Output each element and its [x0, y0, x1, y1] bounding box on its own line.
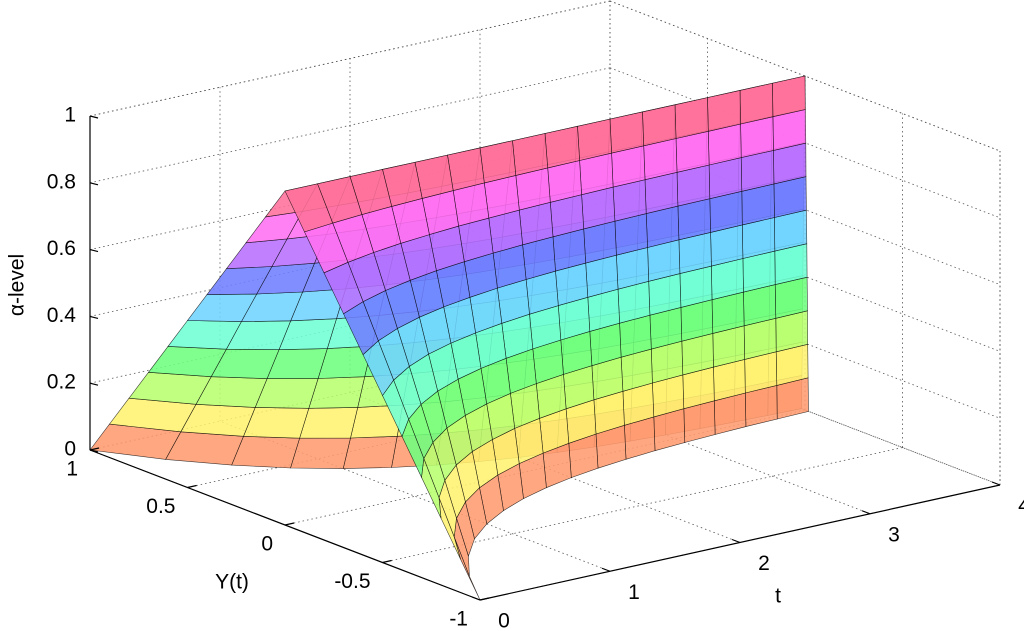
z-tick	[89, 315, 99, 319]
z-tick	[89, 449, 99, 453]
x-tick-label: 0	[498, 610, 510, 631]
z-axis-label: α-level	[6, 254, 29, 316]
surface-patch	[342, 435, 398, 469]
x-tick	[991, 481, 1001, 486]
surface-patch	[707, 90, 741, 132]
x-tick-label: 2	[758, 552, 770, 575]
x-tick-label: 3	[888, 523, 900, 546]
surface-patch	[772, 75, 806, 118]
y-tick	[187, 484, 197, 489]
x-tick-label: 4	[1018, 495, 1024, 518]
z-tick	[89, 382, 99, 386]
y-tick-label: -1	[449, 608, 468, 631]
surface-patch	[512, 133, 549, 176]
y-tick	[382, 559, 392, 564]
surface-patch	[577, 118, 612, 161]
z-tick	[89, 115, 99, 119]
surface-patch	[290, 437, 351, 469]
y-tick-label: -0.5	[334, 570, 370, 593]
y-axis-label: Y(t)	[215, 571, 249, 594]
z-tick-label: 1	[64, 104, 76, 127]
grid-line	[382, 447, 903, 563]
z-tick	[89, 182, 99, 186]
surface-patch	[642, 104, 677, 147]
y-tick	[89, 447, 100, 451]
z-tick-label: 0.6	[47, 237, 76, 260]
surface-patch	[447, 147, 485, 191]
surface-patch	[739, 82, 774, 125]
x-tick	[861, 510, 871, 515]
z-tick-label: 0.8	[47, 170, 76, 193]
x-tick	[731, 538, 741, 544]
surface-patch	[284, 183, 334, 233]
grid-line	[89, 67, 611, 184]
x-axis-label: t	[775, 585, 781, 608]
y-tick-label: 1	[66, 458, 78, 481]
z-tick-label: 0.2	[47, 371, 76, 394]
y-tick	[284, 522, 295, 526]
z-tick-label: 0	[64, 438, 76, 461]
z-tick	[89, 249, 99, 253]
surface-patch	[674, 97, 709, 139]
axes: 00.20.40.60.81-1-0.500.5101234	[47, 104, 1024, 631]
y-tick	[479, 597, 490, 601]
z-tick-label: 0.4	[47, 304, 77, 327]
surface-patch	[479, 140, 517, 184]
x-tick	[471, 596, 481, 601]
x-tick	[601, 567, 611, 572]
surface	[89, 75, 809, 601]
x-tick-label: 1	[628, 581, 640, 604]
surface-patch	[544, 125, 580, 169]
surface-patch	[299, 407, 359, 439]
surface-patch	[128, 371, 212, 405]
y-tick-label: 0	[261, 533, 273, 556]
y-tick-label: 0.5	[146, 495, 175, 518]
surface-patch	[609, 111, 645, 154]
